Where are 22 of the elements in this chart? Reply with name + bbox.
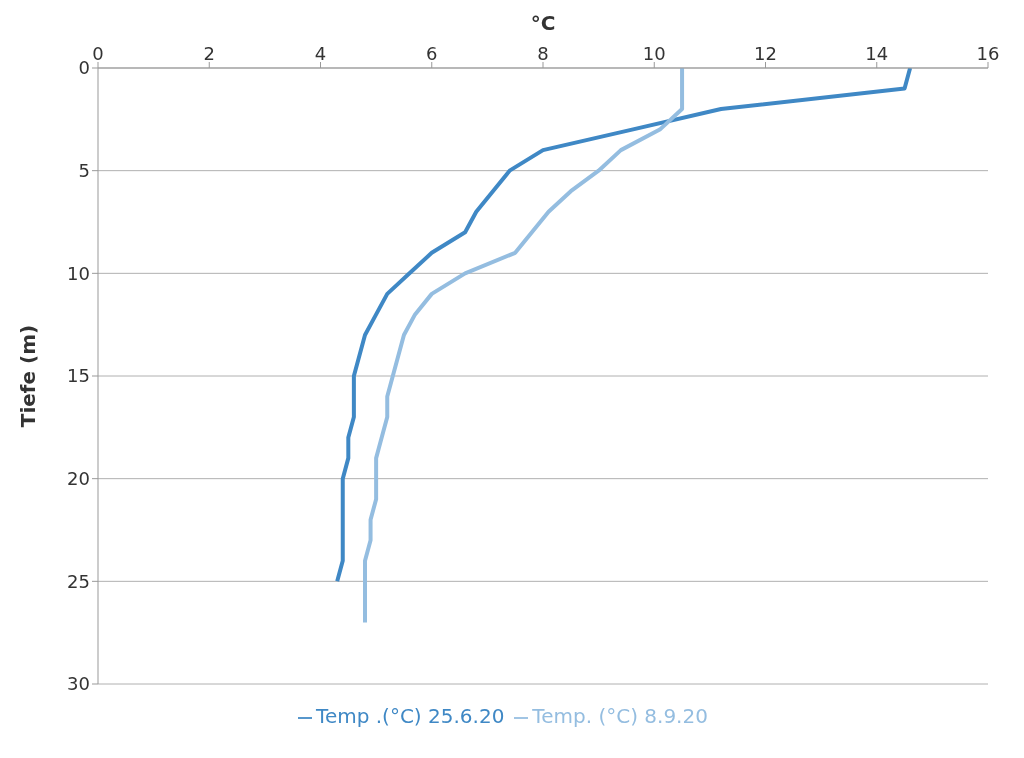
- line-series: [363, 68, 685, 625]
- x-tick-label: 12: [754, 43, 777, 64]
- x-tick-label: 10: [642, 43, 666, 64]
- legend-label: Temp. (°C) 8.9.20: [532, 704, 708, 728]
- x-tick-label: 2: [203, 43, 215, 64]
- line-series: [335, 68, 913, 584]
- x-tick-label: 8: [537, 43, 549, 64]
- x-axis-title: °C: [530, 11, 556, 36]
- x-tick-label: 4: [314, 43, 327, 64]
- y-tick-label: 5: [78, 160, 90, 182]
- y-tick-label: 30: [67, 673, 90, 695]
- legend-label: Temp .(°C) 25.6.20: [316, 704, 505, 728]
- x-tick-label: 14: [865, 43, 889, 64]
- y-tick-label: 25: [67, 570, 90, 592]
- x-tick-label: 6: [426, 43, 438, 64]
- x-tick-label: 0: [92, 43, 104, 64]
- y-tick-label: 20: [67, 468, 90, 490]
- y-tick-label: 15: [67, 365, 90, 387]
- x-tick-label: 16: [976, 43, 1000, 64]
- y-axis-title: Tiefe (m): [16, 324, 41, 428]
- y-tick-label: 10: [67, 262, 90, 284]
- y-tick-label: 0: [78, 57, 90, 79]
